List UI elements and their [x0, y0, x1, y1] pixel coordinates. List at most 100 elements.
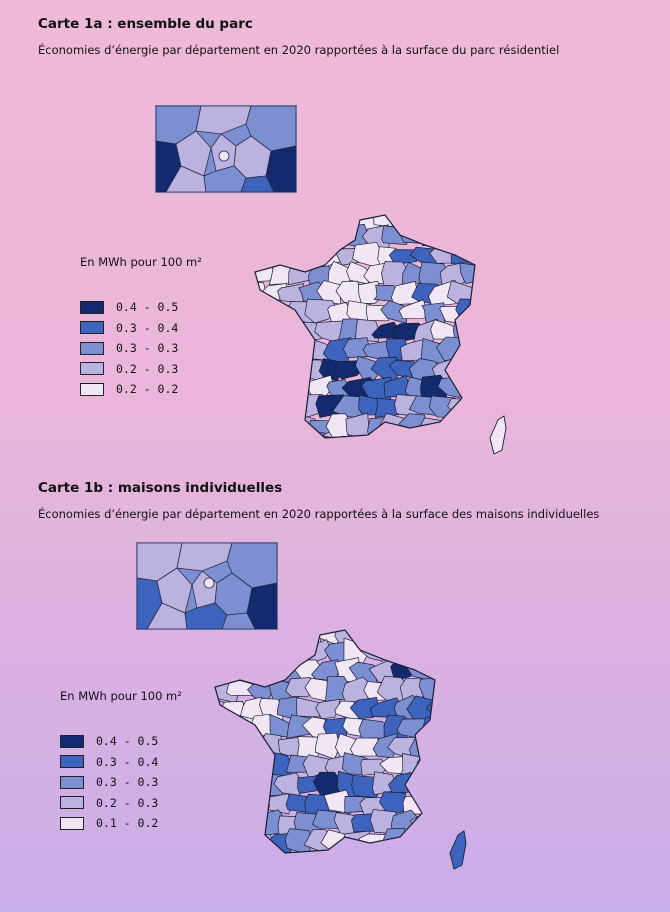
department-cell	[397, 642, 427, 662]
department-cell	[454, 416, 475, 437]
department-cell	[284, 828, 313, 853]
department-cell	[215, 829, 237, 853]
legend-swatch	[60, 734, 84, 748]
department-cell	[215, 792, 236, 812]
corsica	[449, 830, 467, 870]
department-cell	[287, 224, 316, 246]
department-cell	[279, 215, 305, 227]
department-cell	[215, 630, 230, 645]
department-cell	[295, 241, 322, 269]
department-cell	[368, 630, 403, 643]
department-cell	[382, 639, 408, 663]
legend-label: 0.3 - 0.4	[96, 754, 159, 769]
department-cell	[439, 755, 467, 776]
department-cell	[221, 630, 246, 645]
department-cell	[416, 752, 435, 778]
department-cell	[277, 436, 307, 438]
map-1a-subtitle: Économies d’énergie par département en 2…	[38, 43, 560, 57]
department-cell	[481, 380, 507, 397]
department-cell	[255, 222, 282, 248]
legend-swatch	[80, 341, 104, 355]
department-cell	[417, 793, 435, 813]
legend-swatch	[60, 775, 84, 789]
department-cell	[472, 243, 475, 268]
department-cell	[407, 630, 435, 646]
department-cell	[441, 679, 464, 700]
department-cell	[336, 850, 363, 853]
department-cell	[427, 811, 435, 836]
department-cell	[392, 215, 419, 224]
department-cell	[420, 417, 450, 438]
department-cells	[215, 630, 468, 853]
department-cell	[279, 398, 310, 417]
department-cell	[255, 299, 282, 325]
department-cell	[218, 772, 251, 794]
legend-label: 0.2 - 0.3	[96, 795, 159, 810]
department-cell	[398, 299, 430, 319]
department-cell	[436, 790, 463, 813]
department-cell	[215, 771, 228, 797]
department-cell	[294, 432, 325, 438]
department-cell	[215, 753, 239, 775]
department-cell	[315, 698, 341, 719]
department-cell	[247, 833, 274, 853]
map-1b-legend-title: En MWh pour 100 m²	[60, 689, 182, 703]
department-cell	[373, 433, 399, 438]
department-cell	[388, 848, 422, 853]
department-cell	[429, 774, 435, 793]
department-cell	[304, 298, 338, 324]
legend-label: 0.2 - 0.3	[116, 361, 179, 376]
map-1b-paris-inset	[136, 542, 278, 630]
department-cell	[255, 343, 282, 364]
department-cell	[253, 848, 287, 853]
department-cell	[248, 752, 275, 779]
map-1a-paris-inset	[155, 105, 297, 193]
department-cell	[219, 658, 248, 683]
legend-swatch	[60, 796, 84, 810]
department-cell	[238, 847, 267, 853]
department-cell	[427, 215, 459, 231]
department-cell	[234, 811, 266, 835]
france-map-svg-1b	[214, 629, 468, 870]
department-cell	[391, 630, 419, 641]
legend-item: 0.3 - 0.4	[80, 318, 202, 339]
department-cell	[418, 829, 435, 853]
department-cell	[255, 355, 273, 382]
department-cell	[221, 851, 248, 853]
department-cell	[439, 719, 468, 738]
department-cell	[439, 643, 465, 664]
department-cell	[394, 433, 422, 438]
legend-label: 0.1 - 0.2	[96, 816, 159, 831]
department-cell	[242, 772, 268, 798]
department-cell	[255, 215, 272, 228]
department-cell	[313, 215, 346, 232]
department-cell	[407, 772, 435, 797]
department-cell	[230, 793, 259, 816]
legend-swatch	[80, 382, 104, 396]
legend-item: 0.1 - 0.2	[60, 813, 182, 834]
department-cell	[466, 357, 475, 379]
legend-label: 0.2 - 0.2	[116, 382, 179, 397]
department-cell	[215, 639, 237, 664]
department-cell	[269, 225, 297, 250]
legend-swatch	[80, 321, 104, 335]
department-cell	[420, 640, 435, 666]
legend-swatch	[60, 755, 84, 769]
france-map-svg-1a	[254, 214, 507, 455]
department-cell	[286, 341, 313, 360]
department-cell	[215, 735, 251, 758]
department-cell	[452, 215, 475, 230]
department-cell	[477, 266, 505, 287]
department-cell	[388, 772, 419, 794]
department-cell	[471, 285, 475, 304]
department-cell	[425, 630, 435, 646]
map-1b-subtitle: Économies d’énergie par département en 2…	[38, 507, 600, 521]
department-cell	[275, 355, 308, 382]
department-cell	[261, 215, 290, 225]
map-1a-title: Carte 1a : ensemble du parc	[38, 16, 253, 32]
department-cell	[451, 356, 475, 379]
department-cell	[256, 361, 286, 383]
department-cell	[371, 851, 400, 853]
department-cell	[447, 398, 475, 418]
department-cell	[349, 737, 380, 757]
